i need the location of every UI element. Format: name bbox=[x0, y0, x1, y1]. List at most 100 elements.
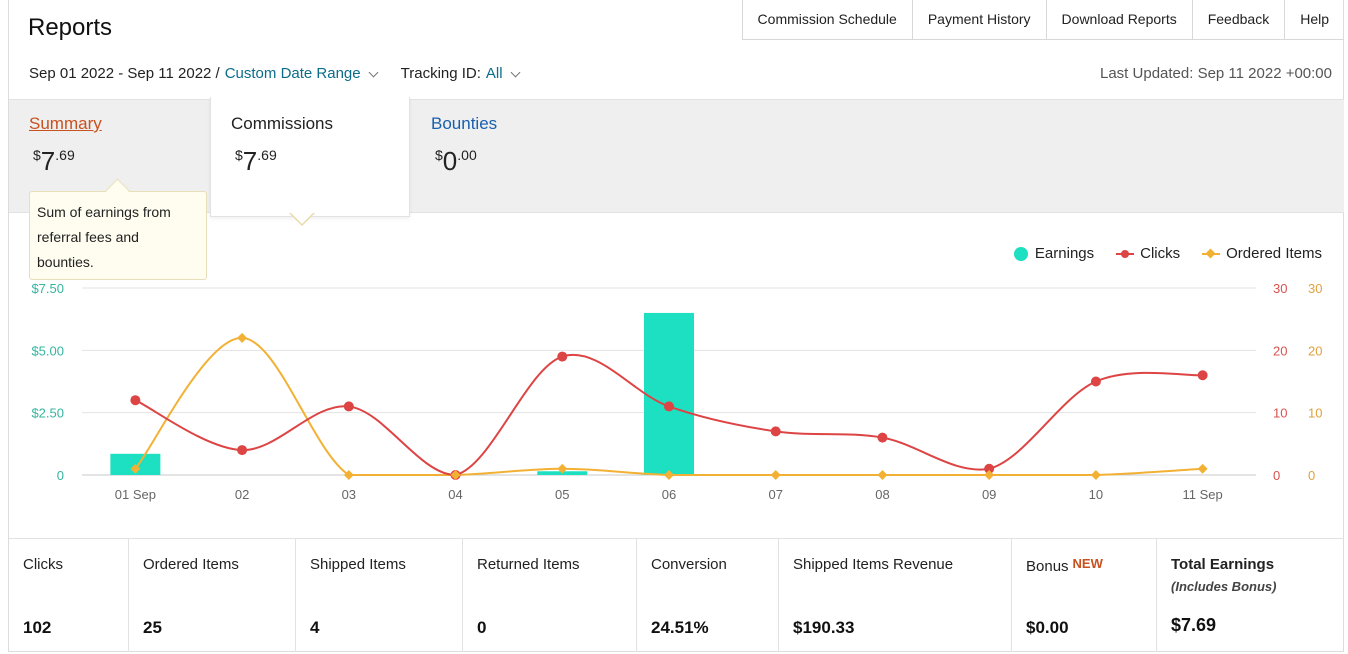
right-axis-tick-clicks: 30 bbox=[1273, 281, 1287, 296]
active-tab-caret bbox=[289, 212, 315, 226]
x-axis-tick: 09 bbox=[982, 487, 996, 502]
stat-label: Shipped Items bbox=[310, 556, 406, 573]
tab-commissions-label[interactable]: Commissions bbox=[231, 114, 334, 133]
ordered-items-line bbox=[134, 336, 1203, 476]
stat-conversion: Conversion 24.51% bbox=[637, 539, 779, 652]
ordered-items-point bbox=[984, 470, 995, 480]
stat-value: 102 bbox=[23, 618, 52, 637]
stat-label: Total Earnings bbox=[1171, 556, 1275, 573]
x-axis-tick: 02 bbox=[235, 487, 249, 502]
summary-tooltip: Sum of earnings from referral fees and b… bbox=[29, 191, 207, 280]
clicks-point bbox=[984, 463, 995, 474]
legend-ordered-items[interactable]: Ordered Items bbox=[1202, 245, 1322, 262]
filter-row: Sep 01 2022 - Sep 11 2022 / Custom Date … bbox=[29, 65, 521, 82]
date-range-text: Sep 01 2022 - Sep 11 2022 / bbox=[29, 65, 220, 82]
clicks-point bbox=[664, 401, 674, 412]
tab-summary[interactable]: Summary $7.69 bbox=[9, 100, 209, 212]
stat-value: $7.69 bbox=[1171, 615, 1217, 635]
stat-label: Clicks bbox=[23, 556, 63, 573]
clicks-legend-icon bbox=[1116, 249, 1135, 258]
left-axis-tick: $7.50 bbox=[31, 281, 64, 296]
clicks-point bbox=[343, 401, 354, 412]
stat-bonus: Bonus NEW $0.00 bbox=[1012, 539, 1157, 652]
tab-commissions[interactable]: Commissions $7.69 bbox=[210, 97, 410, 217]
left-axis-tick: $2.50 bbox=[31, 406, 64, 421]
tab-bounties-label[interactable]: Bounties bbox=[431, 114, 498, 133]
feedback-link[interactable]: Feedback bbox=[1193, 0, 1286, 39]
earnings-chart: $7.50 30 30 $5.00 20 20 $2.50 10 10 0 0 0 01 Sep 02 03… bbox=[31, 281, 1322, 502]
right-axis-tick-clicks: 20 bbox=[1273, 343, 1287, 358]
x-axis-tick: 01 Sep bbox=[115, 487, 156, 502]
tracking-id-dropdown[interactable]: All bbox=[485, 65, 503, 82]
stat-returned-items: Returned Items 0 bbox=[463, 539, 637, 652]
stat-label: Shipped Items Revenue bbox=[793, 556, 954, 573]
x-axis-tick: 08 bbox=[875, 487, 889, 502]
stat-value: 4 bbox=[310, 618, 320, 637]
stat-clicks: Clicks 102 bbox=[9, 539, 129, 652]
x-axis-tick: 05 bbox=[555, 487, 569, 502]
tab-bounties[interactable]: Bounties $0.00 bbox=[411, 100, 611, 212]
clicks-point bbox=[1197, 370, 1208, 381]
custom-date-range-dropdown[interactable]: Custom Date Range bbox=[224, 65, 361, 82]
stat-value: 24.51% bbox=[651, 618, 709, 637]
clicks-point bbox=[237, 445, 248, 456]
earnings-bar bbox=[644, 312, 694, 475]
x-axis-tick: 06 bbox=[662, 487, 676, 502]
right-axis-tick-ordered: 30 bbox=[1308, 281, 1322, 296]
tab-summary-label[interactable]: Summary bbox=[29, 114, 102, 133]
left-axis-tick: $5.00 bbox=[31, 343, 64, 358]
stat-label: Bonus NEW bbox=[1026, 556, 1103, 575]
top-nav: Commission Schedule Payment History Down… bbox=[741, 0, 1344, 40]
stat-total-earnings: Total Earnings (Includes Bonus) $7.69 bbox=[1157, 539, 1344, 652]
right-axis-tick-ordered: 0 bbox=[1308, 468, 1315, 483]
ordered-items-point bbox=[1197, 463, 1208, 474]
clicks-point bbox=[877, 432, 888, 443]
ordered-items-point bbox=[237, 332, 248, 343]
ordered-items-point bbox=[1090, 470, 1101, 480]
stat-value: $190.33 bbox=[793, 618, 855, 637]
x-axis-tick: 11 Sep bbox=[1183, 487, 1223, 502]
ordered-items-legend-icon bbox=[1202, 252, 1221, 255]
ordered-items-point bbox=[877, 470, 888, 480]
left-axis-tick: 0 bbox=[57, 468, 64, 483]
commission-schedule-link[interactable]: Commission Schedule bbox=[743, 0, 913, 39]
earnings-legend-icon bbox=[1013, 246, 1028, 261]
bounties-amount: $0.00 bbox=[435, 146, 477, 176]
stat-ordered-items: Ordered Items 25 bbox=[129, 539, 296, 652]
help-link[interactable]: Help bbox=[1300, 11, 1329, 27]
x-axis-tick: 07 bbox=[768, 487, 782, 502]
ordered-items-point bbox=[664, 470, 674, 480]
download-reports-link[interactable]: Download Reports bbox=[1047, 0, 1193, 39]
right-axis-tick-clicks: 0 bbox=[1273, 468, 1280, 483]
right-axis-tick-clicks: 10 bbox=[1273, 406, 1287, 421]
stat-value: 0 bbox=[477, 618, 487, 637]
stat-sublabel: (Includes Bonus) bbox=[1171, 579, 1277, 594]
ordered-items-point bbox=[770, 470, 781, 480]
stat-label: Ordered Items bbox=[143, 556, 239, 573]
stats-bar: Clicks 102 Ordered Items 25 Shipped Item… bbox=[9, 538, 1344, 652]
stat-value: 25 bbox=[143, 618, 162, 637]
stat-shipped-items: Shipped Items 4 bbox=[296, 539, 463, 652]
right-axis-tick-ordered: 20 bbox=[1308, 343, 1322, 358]
chart-legend: Earnings Clicks Ordered Items bbox=[992, 245, 1322, 262]
legend-clicks[interactable]: Clicks bbox=[1116, 245, 1180, 262]
legend-earnings[interactable]: Earnings bbox=[1013, 245, 1094, 262]
report-tabs: Summary $7.69 Commissions $7.69 Bounties… bbox=[9, 97, 1344, 217]
clicks-line bbox=[134, 353, 1203, 477]
stat-label: Returned Items bbox=[477, 556, 580, 573]
last-updated: Last Updated: Sep 11 2022 +00:00 bbox=[1100, 65, 1332, 82]
right-axis-tick-ordered: 10 bbox=[1308, 406, 1322, 421]
chevron-down-icon[interactable] bbox=[368, 67, 379, 77]
tracking-id-filter: Tracking ID: All bbox=[401, 65, 521, 82]
clicks-point bbox=[557, 351, 568, 362]
x-axis-tick: 10 bbox=[1089, 487, 1103, 502]
chevron-down-icon[interactable] bbox=[510, 67, 521, 77]
ordered-items-point bbox=[557, 463, 568, 474]
new-badge: NEW bbox=[1072, 556, 1103, 571]
clicks-point bbox=[1090, 376, 1101, 387]
x-axis-tick: 04 bbox=[448, 487, 462, 502]
commissions-amount: $7.69 bbox=[235, 146, 277, 176]
payment-history-link[interactable]: Payment History bbox=[913, 0, 1047, 39]
report-frame bbox=[8, 0, 1344, 652]
ordered-items-point bbox=[130, 463, 141, 474]
